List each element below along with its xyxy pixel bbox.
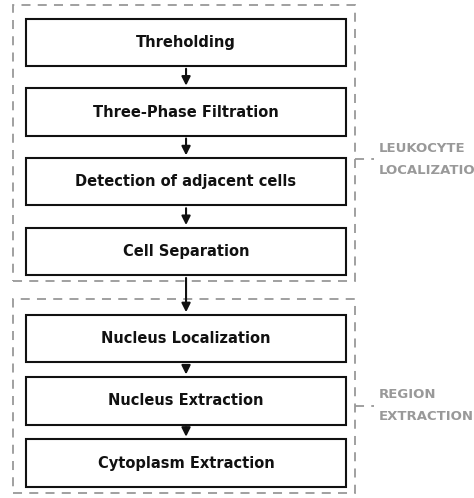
Bar	[26, 439, 346, 487]
Bar	[26, 158, 346, 206]
Text: Cytoplasm Extraction: Cytoplasm Extraction	[98, 456, 274, 471]
Text: Threholding: Threholding	[136, 35, 236, 50]
Text: Detection of adjacent cells: Detection of adjacent cells	[75, 174, 297, 189]
Text: Nucleus Localization: Nucleus Localization	[101, 331, 271, 346]
Bar	[13, 5, 355, 281]
Text: Nucleus Extraction: Nucleus Extraction	[108, 393, 264, 408]
Bar	[26, 377, 346, 424]
Text: EXTRACTION: EXTRACTION	[379, 410, 474, 423]
Bar	[13, 299, 355, 493]
Bar	[26, 89, 346, 136]
Text: Cell Separation: Cell Separation	[123, 244, 249, 259]
Text: LEUKOCYTE: LEUKOCYTE	[379, 142, 466, 155]
Text: LOCALIZATION: LOCALIZATION	[379, 164, 474, 177]
Text: REGION: REGION	[379, 388, 437, 401]
Bar	[26, 228, 346, 275]
Bar	[26, 315, 346, 363]
Text: Three-Phase Filtration: Three-Phase Filtration	[93, 105, 279, 120]
Bar	[26, 18, 346, 66]
